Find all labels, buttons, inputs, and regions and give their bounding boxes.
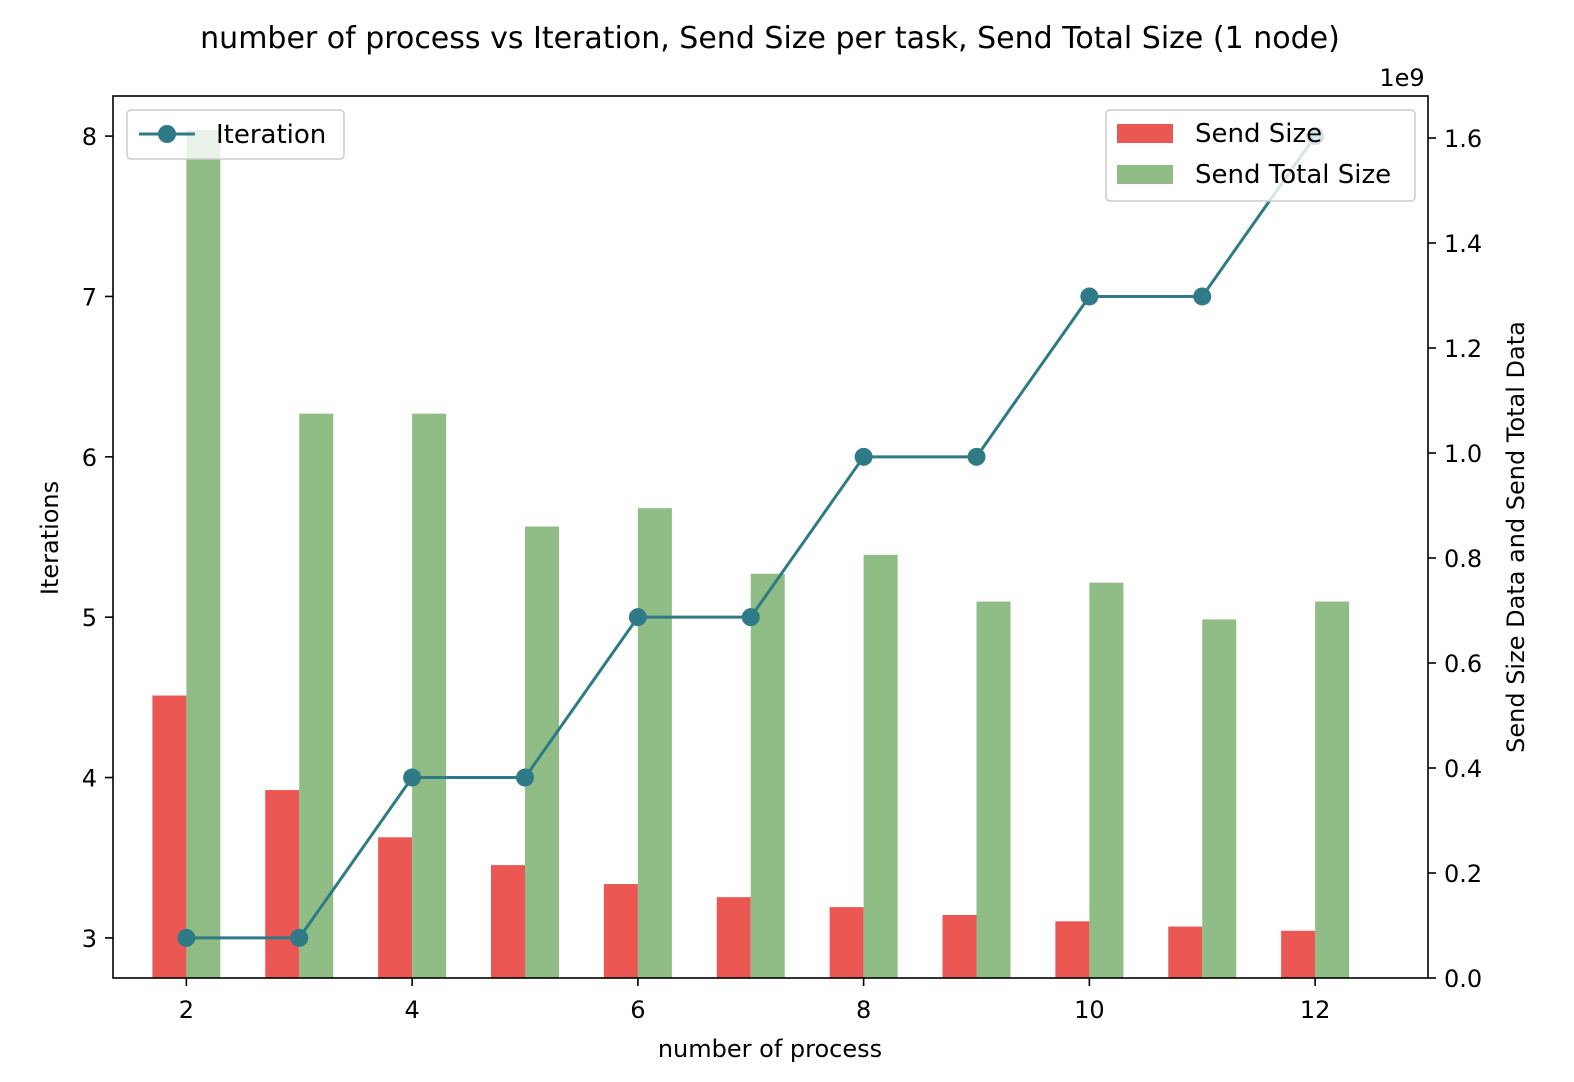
bar-send-total-size: [1202, 619, 1237, 978]
y-right-tick-label: 0.0: [1444, 965, 1482, 993]
legend-bars: Send Size Send Total Size: [1105, 109, 1416, 202]
iteration-point: [967, 447, 986, 466]
legends: Iteration Send Size Send Total Size: [126, 109, 1416, 202]
bar-send-total-size: [976, 601, 1011, 978]
y-right-tick-label: 1.6: [1444, 125, 1482, 153]
y-right-tick-label: 0.8: [1444, 545, 1482, 573]
bar-send-size: [716, 897, 751, 978]
bar-send-total-size: [1089, 582, 1124, 978]
bar-send-total-size: [299, 413, 334, 978]
iteration-point: [1080, 287, 1099, 306]
plot-frame: [112, 95, 1429, 979]
legend-label: Iteration: [216, 120, 326, 150]
legend-box: [126, 109, 345, 160]
right-axis-offset-text: 1e9: [1379, 64, 1424, 92]
bar-send-size: [1168, 926, 1203, 978]
y-left-tick-label: 6: [82, 444, 97, 472]
y-right-tick-label: 0.2: [1444, 860, 1482, 888]
bar-send-size: [378, 837, 413, 978]
y-right-tick-label: 0.6: [1444, 650, 1482, 678]
bar-send-total-size: [750, 573, 785, 978]
iteration-point: [515, 768, 534, 787]
x-tick-label: 4: [404, 996, 419, 1024]
x-tick-label: 12: [1300, 996, 1331, 1024]
y-right-tick-label: 1.2: [1444, 335, 1482, 363]
iteration-point: [1193, 287, 1212, 306]
iteration-point: [403, 768, 422, 787]
y-left-tick-label: 7: [82, 283, 97, 311]
plot-area: [152, 127, 1350, 978]
bar-send-size: [490, 865, 525, 978]
y-left-tick-label: 5: [82, 604, 97, 632]
legend-marker-swatch: [158, 125, 176, 143]
bar-send-total-size: [1315, 601, 1350, 978]
bar-send-size: [829, 907, 864, 978]
iteration-point: [290, 928, 309, 947]
y-right-tick-label: 1.4: [1444, 230, 1482, 258]
iteration-point: [741, 608, 760, 627]
bar-send-size: [1281, 930, 1316, 978]
bar-send-size: [603, 884, 638, 978]
legend-swatch-send-size: [1117, 124, 1173, 143]
x-tick-label: 6: [630, 996, 645, 1024]
axes: 2 4 6 8 10 12 3 4 5 6 7 8 0.0 0.2 0.4 0.6 0.8 1.0 1.2 1.4 1.…: [82, 95, 1482, 1024]
legend-label: Send Total Size: [1195, 160, 1391, 190]
bar-send-total-size: [863, 554, 898, 978]
legend-label: Send Size: [1195, 119, 1322, 149]
bar-send-size: [265, 790, 300, 978]
x-axis-label: number of process: [658, 1035, 882, 1063]
bar-send-size: [1055, 921, 1090, 978]
y-left-axis-label: Iterations: [36, 481, 64, 595]
x-tick-label: 10: [1074, 996, 1105, 1024]
y-right-axis-label: Send Size Data and Send Total Data: [1502, 321, 1530, 753]
bar-send-total-size: [186, 130, 221, 978]
legend-swatch-send-total-size: [1117, 165, 1173, 184]
y-left-tick-label: 3: [82, 925, 97, 953]
y-left-tick-label: 4: [82, 765, 97, 793]
bar-send-total-size: [412, 413, 447, 978]
x-tick-label: 8: [856, 996, 871, 1024]
legend-iteration: Iteration: [126, 109, 345, 160]
iteration-point: [854, 447, 873, 466]
y-right-tick-label: 1.0: [1444, 440, 1482, 468]
iteration-point: [628, 608, 647, 627]
y-right-tick-label: 0.4: [1444, 755, 1482, 783]
bar-send-total-size: [637, 508, 672, 978]
bar-send-size: [942, 915, 977, 978]
y-left-tick-label: 8: [82, 123, 97, 151]
x-tick-label: 2: [179, 996, 194, 1024]
iteration-point: [177, 928, 196, 947]
legend-box: [1105, 109, 1416, 202]
chart-title: number of process vs Iteration, Send Siz…: [200, 21, 1340, 56]
